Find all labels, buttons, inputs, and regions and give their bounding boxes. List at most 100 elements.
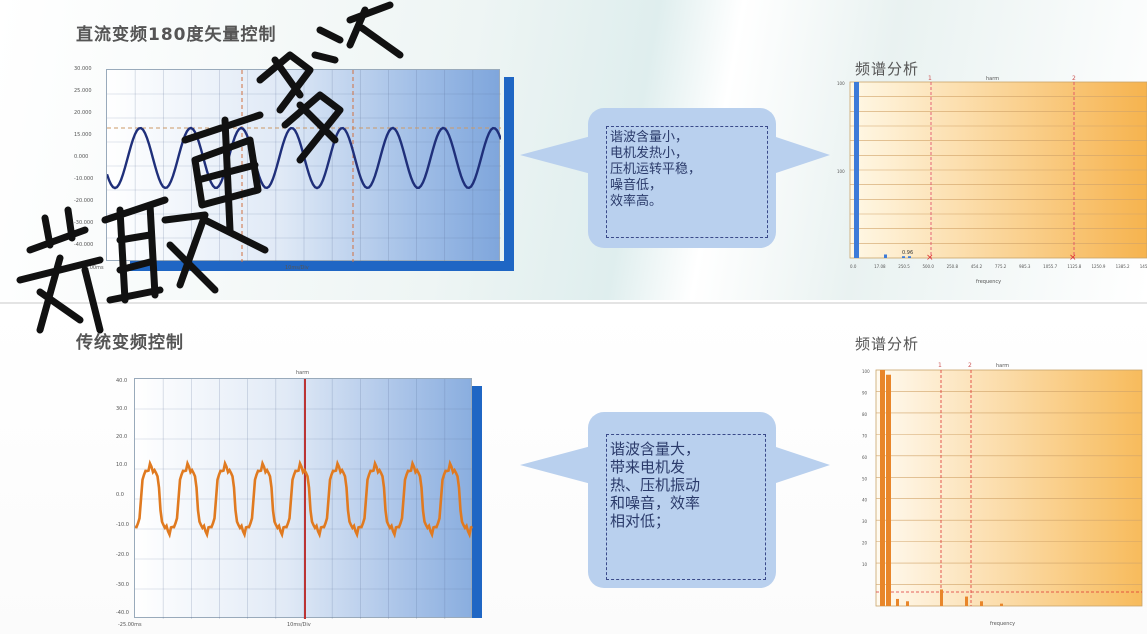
top-spec-ytick: 100 — [837, 169, 845, 174]
top-title: 直流变频180度矢量控制 — [76, 25, 277, 45]
bottom-spec-ytick: 60 — [862, 455, 868, 460]
bottom-waveform — [135, 459, 473, 539]
ytick: 10.0 — [116, 462, 128, 468]
bottom-spec-bar — [886, 374, 891, 606]
bottom-spec-bar — [896, 598, 899, 606]
bottom-spec-ytick: 20 — [862, 541, 868, 546]
bottom-scope-shadow-right — [472, 386, 482, 618]
bottom-spec-ytick: 30 — [862, 519, 868, 524]
top-callout-dashed-frame — [606, 126, 768, 238]
bottom-scope-svg — [135, 379, 473, 619]
ytick: 0.0 — [116, 492, 124, 498]
bottom-spec-bar — [880, 370, 885, 606]
bottom-spec-ytick: 100 — [862, 369, 870, 374]
bottom-spec-ytick: 80 — [862, 412, 868, 417]
ytick: -40.000 — [74, 242, 94, 248]
bottom-spec-ytick: 10 — [862, 562, 868, 567]
xtick-left: -25.00ms — [118, 622, 142, 628]
top-spec-small-label: 0.96 — [902, 250, 914, 256]
ytick: -20.000 — [74, 198, 94, 204]
top-spec-xtick: 17.08 — [874, 264, 886, 269]
section-divider — [0, 302, 1147, 304]
bottom-spectrum: 100 90 80 70 60 50 40 30 20 10 harm 1 2 frequency — [860, 362, 1147, 628]
bottom-title: 传统变频控制 — [76, 333, 184, 353]
top-scope-svg — [107, 70, 501, 262]
top-spec-xtick: 500.0 — [922, 264, 934, 269]
top-oscilloscope: 30.000 25.000 20.000 15.000 0.000 -10.00… — [70, 65, 520, 285]
top-spectrum-svg: × × 100 100 0.0 17.08 250.5 500.0 250.8 454.2 775.… — [837, 81, 1147, 269]
ytick: 0.000 — [74, 154, 89, 160]
ytick: 40.0 — [116, 378, 128, 384]
top-spec-xtick: 145 — [1140, 264, 1147, 269]
top-spec-bar — [902, 256, 905, 258]
bottom-spec-ytick: 70 — [862, 433, 868, 438]
bottom-spec-xlabel: frequency — [990, 621, 1016, 627]
ytick: -10.0 — [116, 522, 129, 528]
ytick: 15.000 — [74, 132, 92, 138]
bottom-spec-bar — [980, 601, 983, 606]
top-spec-header: harm — [986, 76, 1000, 82]
bottom-callout-bubble: 谐波含量大， 带来电机发 热、压机振动 和噪音，效率 相对低； — [588, 412, 776, 588]
top-scope-plot — [106, 69, 501, 262]
top-spec-x-marker-1: × — [926, 253, 934, 263]
top-spec-xtick: 250.5 — [898, 264, 910, 269]
top-spec-xtick: 1055.7 — [1043, 264, 1057, 269]
top-spec-marker-1: 1 — [928, 75, 932, 82]
bottom-spec-ytick: 90 — [862, 390, 868, 395]
top-spec-xtick: 454.2 — [971, 264, 983, 269]
top-spectrum-title: 频谱分析 — [855, 60, 920, 78]
bottom-spec-bar — [940, 589, 943, 606]
top-spec-xtick: 775.2 — [995, 264, 1007, 269]
bottom-callout-text: 谐波含量大， 带来电机发 热、压机振动 和噪音，效率 相对低； — [610, 440, 701, 530]
ytick: 20.000 — [74, 110, 92, 116]
xtick-mid: 10ms/Div — [287, 622, 311, 628]
top-spec-x-marker-2: × — [1069, 253, 1077, 263]
top-spec-ytick: 100 — [837, 81, 845, 86]
top-spec-xtick: 250.8 — [947, 264, 959, 269]
ytick: -30.000 — [74, 220, 94, 226]
xtick-mid: 10ms/Div — [285, 265, 309, 271]
top-spec-xtick: 1250.9 — [1091, 264, 1105, 269]
top-spec-xtick: 985.3 — [1019, 264, 1031, 269]
ytick: 30.000 — [74, 66, 92, 72]
top-spec-marker-2: 2 — [1072, 75, 1076, 82]
top-callout-arrow-left — [520, 135, 595, 175]
bottom-callout-arrow-left — [520, 445, 595, 485]
top-spec-xlabel: frequency — [976, 279, 1002, 285]
top-scope-shadow-right — [504, 77, 514, 271]
bottom-spec-marker-2: 2 — [968, 362, 972, 369]
bottom-spec-header: harm — [996, 363, 1010, 369]
bottom-spec-bar — [965, 596, 968, 606]
bottom-callout-dashed-frame — [606, 434, 766, 580]
bottom-spec-bar — [1000, 603, 1003, 606]
ytick: 25.000 — [74, 88, 92, 94]
xtick-left: -20.00ms — [80, 265, 104, 271]
ytick: -10.000 — [74, 176, 94, 182]
top-spec-bar — [854, 82, 859, 258]
bottom-spectrum-title: 频谱分析 — [855, 335, 920, 353]
bottom-spec-ytick: 50 — [862, 476, 868, 481]
bottom-scope-plot — [134, 378, 473, 619]
ytick: -30.0 — [116, 582, 129, 588]
top-spec-bar — [908, 256, 911, 258]
top-spec-xtick: 0.0 — [850, 264, 857, 269]
top-callout-arrow-right — [770, 135, 830, 175]
top-callout-bubble: 谐波含量小， 电机发热小， 压机运转平稳， 噪音低， 效率高。 — [588, 108, 776, 248]
top-spec-xtick: 1125.8 — [1067, 264, 1081, 269]
bottom-spec-ytick: 40 — [862, 498, 868, 503]
ytick: 20.0 — [116, 434, 128, 440]
bottom-scope-top-label: harm — [296, 370, 310, 376]
ytick: -20.0 — [116, 552, 129, 558]
bottom-spec-bar — [906, 601, 909, 606]
ytick: -40.0 — [116, 610, 129, 616]
top-scope-shadow-bottom — [130, 261, 514, 271]
bottom-callout-arrow-right — [770, 445, 830, 485]
top-spec-xtick: 1385.2 — [1116, 264, 1130, 269]
top-spec-bar — [884, 254, 887, 258]
top-spectrum: × × 100 100 0.0 17.08 250.5 500.0 250.8 454.2 775.… — [836, 75, 1147, 286]
bottom-spec-marker-1: 1 — [938, 362, 942, 369]
bottom-oscilloscope: harm 40.0 30.0 20.0 10.0 0.0 -10.0 -20.0… — [112, 368, 484, 630]
top-callout-text: 谐波含量小， 电机发热小， 压机运转平稳， 噪音低， 效率高。 — [610, 130, 702, 209]
bottom-spectrum-svg: 100 90 80 70 60 50 40 30 20 10 — [862, 369, 1143, 607]
ytick: 30.0 — [116, 406, 128, 412]
